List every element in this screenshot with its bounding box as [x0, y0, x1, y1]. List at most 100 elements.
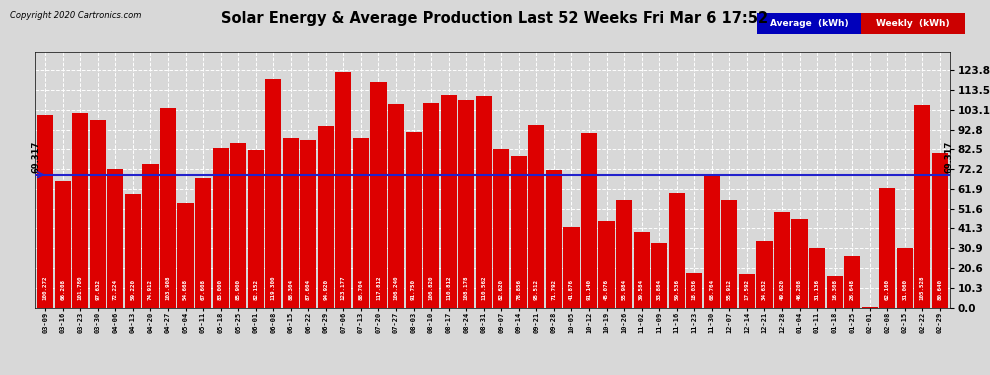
- Bar: [318, 126, 334, 308]
- Text: 68.764: 68.764: [709, 279, 715, 300]
- Bar: [914, 105, 931, 308]
- Text: 33.884: 33.884: [656, 279, 661, 300]
- Text: 41.876: 41.876: [569, 279, 574, 300]
- Text: 119.300: 119.300: [270, 275, 276, 300]
- Text: 91.140: 91.140: [586, 279, 591, 300]
- Bar: [581, 133, 597, 308]
- Bar: [545, 170, 562, 308]
- Text: 49.620: 49.620: [779, 279, 784, 300]
- Text: 18.036: 18.036: [692, 279, 697, 300]
- Bar: [844, 256, 860, 307]
- Bar: [827, 276, 842, 308]
- Bar: [458, 100, 474, 308]
- Bar: [37, 116, 53, 308]
- Text: 94.920: 94.920: [324, 279, 329, 300]
- Bar: [616, 200, 633, 308]
- Bar: [756, 241, 772, 308]
- Text: 108.178: 108.178: [463, 275, 468, 300]
- Text: 106.820: 106.820: [429, 275, 434, 300]
- Bar: [265, 79, 281, 308]
- Text: 88.704: 88.704: [358, 279, 363, 300]
- Text: Weekly  (kWh): Weekly (kWh): [876, 19, 950, 28]
- Bar: [774, 212, 790, 308]
- Text: 87.604: 87.604: [306, 279, 311, 300]
- Bar: [879, 188, 895, 308]
- Bar: [722, 200, 738, 308]
- Bar: [248, 150, 263, 308]
- Text: 110.562: 110.562: [481, 275, 486, 300]
- Text: 101.780: 101.780: [78, 275, 83, 300]
- Bar: [932, 153, 948, 308]
- Bar: [599, 221, 615, 308]
- Text: 78.856: 78.856: [517, 279, 522, 300]
- Bar: [90, 120, 106, 308]
- Bar: [511, 156, 527, 308]
- Bar: [809, 248, 825, 308]
- Text: 17.592: 17.592: [744, 279, 749, 300]
- Text: 106.240: 106.240: [394, 275, 399, 300]
- Text: 83.000: 83.000: [218, 279, 223, 300]
- Bar: [195, 178, 211, 308]
- Text: 66.208: 66.208: [60, 279, 65, 300]
- Bar: [352, 138, 369, 308]
- Bar: [143, 164, 158, 308]
- Text: 31.060: 31.060: [902, 279, 907, 300]
- Text: 95.512: 95.512: [534, 279, 539, 300]
- Bar: [213, 148, 229, 308]
- Bar: [897, 248, 913, 308]
- Bar: [686, 273, 702, 308]
- Text: 16.308: 16.308: [833, 279, 838, 300]
- Text: 59.536: 59.536: [674, 279, 679, 300]
- Bar: [563, 227, 579, 308]
- Bar: [406, 132, 422, 308]
- Bar: [791, 219, 808, 308]
- Text: 69.317: 69.317: [944, 141, 953, 173]
- Text: 80.640: 80.640: [938, 279, 942, 300]
- Text: 88.304: 88.304: [288, 279, 293, 300]
- Text: 74.912: 74.912: [148, 279, 152, 300]
- Text: 26.648: 26.648: [849, 279, 854, 300]
- Text: 59.220: 59.220: [131, 279, 136, 300]
- Bar: [423, 103, 440, 308]
- Text: 103.908: 103.908: [165, 275, 170, 300]
- Bar: [283, 138, 299, 308]
- Text: Average  (kWh): Average (kWh): [770, 19, 848, 28]
- Bar: [370, 82, 386, 308]
- Text: 62.160: 62.160: [885, 279, 890, 300]
- Bar: [475, 96, 492, 308]
- Bar: [336, 72, 351, 308]
- Bar: [177, 203, 194, 308]
- Text: 67.608: 67.608: [201, 279, 206, 300]
- Bar: [529, 124, 545, 308]
- Text: Solar Energy & Average Production Last 52 Weeks Fri Mar 6 17:52: Solar Energy & Average Production Last 5…: [222, 11, 768, 26]
- Text: 110.812: 110.812: [446, 275, 451, 300]
- Text: 55.912: 55.912: [727, 279, 732, 300]
- Text: 31.136: 31.136: [815, 279, 820, 300]
- Text: 82.620: 82.620: [499, 279, 504, 300]
- Text: 55.984: 55.984: [622, 279, 627, 300]
- Text: 54.668: 54.668: [183, 279, 188, 300]
- Text: 34.632: 34.632: [762, 279, 767, 300]
- Text: 91.750: 91.750: [411, 279, 416, 300]
- Text: 46.208: 46.208: [797, 279, 802, 300]
- Bar: [704, 176, 720, 308]
- Text: 72.224: 72.224: [113, 279, 118, 300]
- Text: Copyright 2020 Cartronics.com: Copyright 2020 Cartronics.com: [10, 11, 142, 20]
- Bar: [160, 108, 176, 307]
- Bar: [230, 143, 247, 308]
- Bar: [493, 149, 510, 308]
- Text: 69.317: 69.317: [32, 141, 41, 173]
- Bar: [651, 243, 667, 308]
- Bar: [125, 194, 141, 308]
- Bar: [300, 140, 317, 308]
- Bar: [54, 181, 71, 308]
- Bar: [739, 274, 755, 308]
- Bar: [107, 169, 124, 308]
- Text: 82.152: 82.152: [253, 279, 258, 300]
- Bar: [668, 194, 685, 308]
- Text: 39.584: 39.584: [640, 279, 644, 300]
- Bar: [388, 104, 404, 308]
- Text: 85.900: 85.900: [236, 279, 241, 300]
- Text: 117.812: 117.812: [376, 275, 381, 300]
- Text: 123.177: 123.177: [341, 275, 346, 300]
